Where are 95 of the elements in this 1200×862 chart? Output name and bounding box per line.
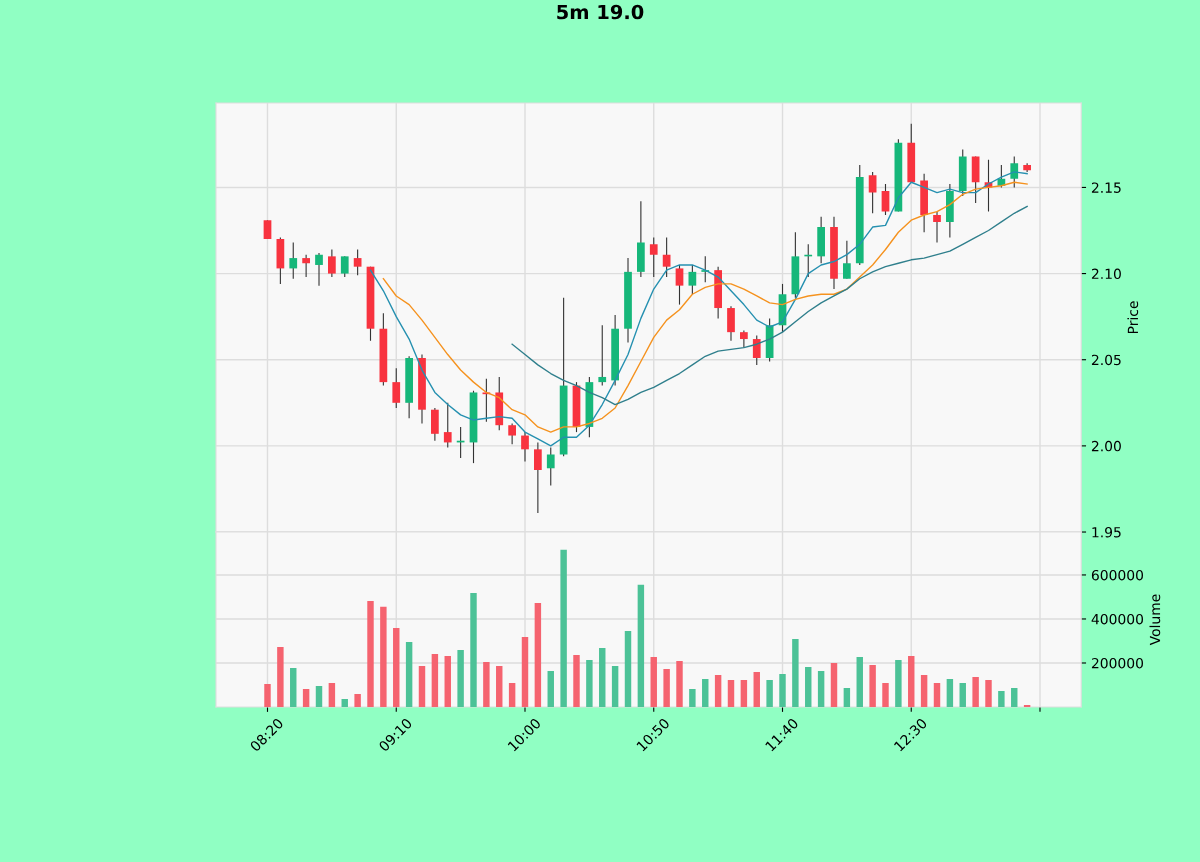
bar <box>624 631 632 708</box>
candlestick <box>328 248 336 278</box>
y-tick-label: 2.00 <box>1091 440 1121 452</box>
bar <box>508 683 516 708</box>
candlestick <box>521 431 529 462</box>
bar <box>792 639 799 708</box>
candlestick <box>688 264 697 295</box>
bar <box>405 642 413 708</box>
bar <box>895 659 902 708</box>
candlestick <box>933 211 941 244</box>
bar <box>702 679 709 708</box>
bar <box>521 637 529 708</box>
bar <box>727 679 735 708</box>
bar <box>882 683 889 708</box>
bar <box>534 602 542 708</box>
bar <box>933 683 941 708</box>
y-tick-label: 400000 <box>1091 613 1144 625</box>
y-tick-label: 2.05 <box>1091 354 1121 366</box>
bar <box>650 657 657 708</box>
candlestick <box>598 324 607 387</box>
candlestick <box>392 367 401 409</box>
bar <box>1011 688 1018 708</box>
y-axis-title: Price <box>1127 301 1139 334</box>
bar <box>689 688 696 708</box>
candlestick <box>752 335 761 366</box>
candlestick <box>508 422 516 445</box>
bar <box>972 677 979 708</box>
bar <box>290 668 297 708</box>
bar <box>663 668 670 708</box>
bar <box>560 549 567 708</box>
bar <box>302 688 310 708</box>
bar <box>920 675 928 708</box>
candlestick <box>881 183 890 216</box>
bar <box>496 666 503 708</box>
bar <box>637 584 645 708</box>
y-tick-label: 2.15 <box>1091 182 1121 193</box>
line-series <box>511 205 1028 406</box>
bar <box>367 600 374 708</box>
bar <box>393 627 400 708</box>
bar <box>483 661 490 708</box>
y-tick-label: 600000 <box>1091 569 1144 581</box>
candlestick <box>675 264 684 306</box>
bar <box>341 699 348 708</box>
bar <box>830 662 838 708</box>
bar <box>431 653 439 708</box>
bar <box>985 679 992 708</box>
bar <box>470 593 477 708</box>
bar <box>779 674 786 708</box>
y-axis-title: Volume <box>1149 594 1161 646</box>
y-tick-label: 2.10 <box>1091 268 1121 280</box>
candlestick <box>868 171 877 214</box>
y-tick-label: 200000 <box>1091 657 1144 669</box>
candlestick <box>315 252 323 287</box>
bar <box>277 646 284 708</box>
bar <box>998 690 1005 708</box>
bar <box>457 650 464 708</box>
bar <box>573 655 580 708</box>
bar <box>264 683 271 708</box>
bar <box>908 655 915 708</box>
y-tick-label: 1.95 <box>1092 526 1121 538</box>
bar <box>753 672 760 708</box>
candlestick <box>740 329 748 349</box>
candlestick <box>353 248 362 276</box>
bar <box>354 694 361 708</box>
bar <box>586 659 593 708</box>
bar <box>676 661 683 708</box>
bar <box>740 679 748 708</box>
bar <box>869 664 876 708</box>
bar <box>328 683 336 708</box>
bar <box>843 688 851 708</box>
bar <box>856 657 863 708</box>
bar <box>959 683 966 708</box>
chart-title: 5m 19.0 <box>557 4 644 20</box>
candlestick <box>662 236 671 278</box>
bar <box>380 606 387 708</box>
bar <box>315 686 323 708</box>
candlestick <box>289 242 298 280</box>
candlestick <box>649 236 658 278</box>
candlestick <box>1010 155 1019 188</box>
candlestick <box>443 402 452 449</box>
candlestick <box>534 441 542 514</box>
bar <box>946 679 954 708</box>
bar <box>418 666 426 708</box>
candlestick <box>302 254 310 278</box>
bar <box>805 666 812 708</box>
bar <box>714 675 722 708</box>
bar <box>817 670 825 708</box>
candlestick <box>843 240 851 280</box>
bar <box>444 655 451 708</box>
bar <box>611 666 619 708</box>
candlestick <box>340 255 349 278</box>
candlestick <box>546 447 555 487</box>
bar <box>599 648 606 708</box>
bar <box>547 670 554 708</box>
bar <box>766 679 773 708</box>
